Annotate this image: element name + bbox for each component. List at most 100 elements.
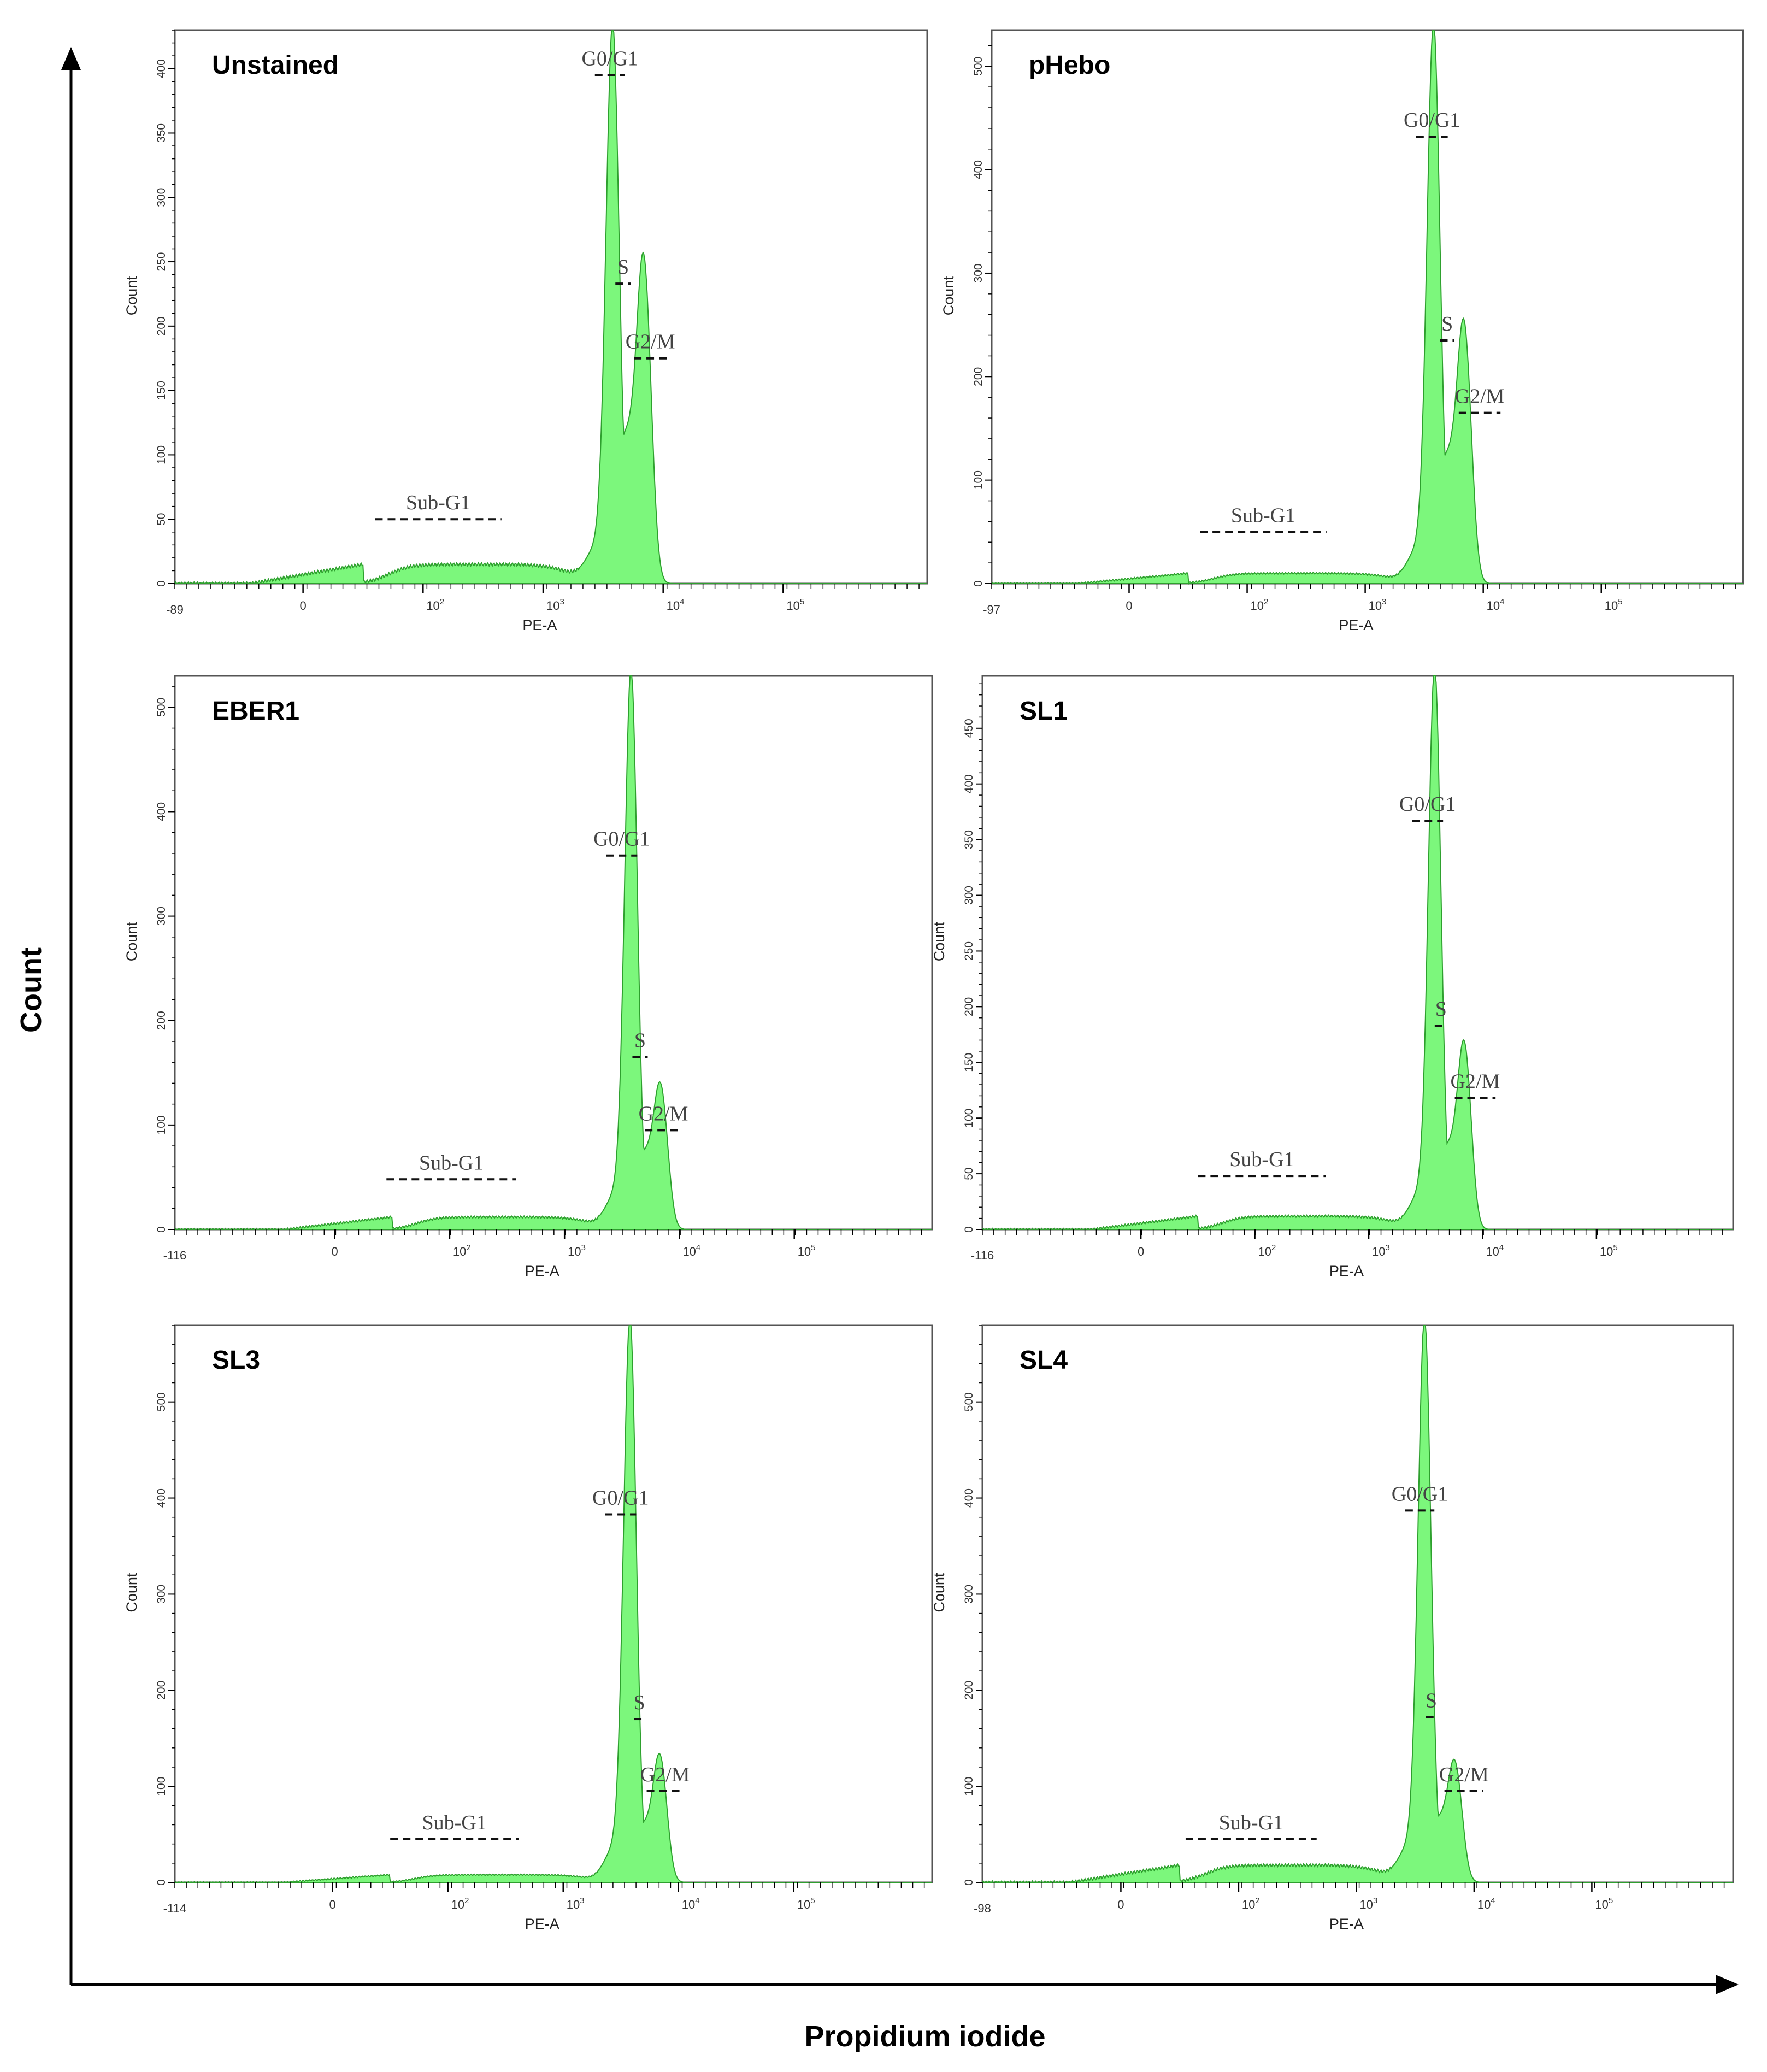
- y-tick-label: 250: [963, 941, 975, 961]
- x-tick-label: 105: [1595, 1896, 1613, 1911]
- panel-phebo: 0 100 200 300 400 500 Count 0 102 103 104 105 -97 PE-…: [940, 29, 1744, 633]
- gate-s: S: [1426, 1690, 1437, 1718]
- gate-g2-m: G2/M: [640, 1763, 690, 1792]
- gate-g2-m: G2/M: [1439, 1763, 1489, 1792]
- gate-g2-m: G2/M: [626, 331, 675, 360]
- gate-label: Sub-G1: [422, 1811, 486, 1834]
- x-tick-exponent: 3: [559, 597, 564, 607]
- gate-label: G0/G1: [1404, 109, 1460, 132]
- y-axis-title: Count: [940, 276, 957, 316]
- y-tick-label: 100: [972, 470, 985, 490]
- y-tick-label: 500: [155, 698, 168, 717]
- x-tick-exponent: 5: [1618, 597, 1622, 607]
- y-tick-label: 200: [155, 1011, 168, 1030]
- gate-sub-g1: Sub-G1: [386, 1151, 516, 1181]
- y-tick-label: 150: [155, 381, 168, 400]
- x-tick-exponent: 2: [464, 1896, 469, 1905]
- y-tick-label: 50: [963, 1167, 975, 1180]
- x-tick-label: 102: [1251, 597, 1269, 613]
- y-tick-label: 500: [155, 1392, 168, 1411]
- plot-frame: [174, 1324, 933, 1883]
- y-tick-label: 0: [155, 580, 168, 587]
- gate-s: S: [1434, 998, 1447, 1027]
- histogram-area: [173, 1325, 932, 1883]
- gate-g2-m: G2/M: [639, 1102, 688, 1132]
- x-tick-exponent: 4: [1499, 1243, 1504, 1252]
- gate-label: G0/G1: [593, 828, 650, 851]
- x-tick-exponent: 4: [1491, 1896, 1495, 1905]
- x-tick-exponent: 5: [810, 1896, 815, 1905]
- y-tick-label: 250: [155, 252, 168, 272]
- gate-label: G2/M: [1450, 1070, 1500, 1093]
- y-axis-title: Count: [931, 922, 947, 962]
- y-tick-label: 300: [155, 188, 168, 207]
- y-tick-label: 400: [963, 774, 975, 793]
- x-axis-title: PE-A: [522, 617, 557, 633]
- panel-title: pHebo: [1029, 51, 1110, 80]
- y-tick-label: 0: [963, 1879, 975, 1886]
- y-axis-title: Count: [931, 1573, 947, 1612]
- y-tick-label: 0: [963, 1226, 975, 1233]
- gate-label: S: [634, 1029, 646, 1052]
- y-tick-label: 150: [963, 1053, 975, 1072]
- x-tick-label: 105: [798, 1243, 816, 1258]
- x-tick-exponent: 2: [440, 597, 444, 607]
- x-min-label: -114: [163, 1902, 186, 1915]
- histogram-area: [174, 30, 927, 585]
- y-tick-label: 200: [155, 1681, 168, 1700]
- histogram-area: [981, 1325, 1733, 1883]
- x-tick-label: 103: [546, 597, 564, 613]
- x-axis-title: PE-A: [525, 1263, 559, 1279]
- panel-title: SL1: [1020, 697, 1068, 726]
- x-tick-exponent: 3: [581, 1243, 586, 1252]
- x-tick-label: 104: [682, 1243, 700, 1258]
- plot-frame: [981, 1324, 1734, 1883]
- y-tick-label: 400: [155, 802, 168, 821]
- x-tick-exponent: 2: [466, 1243, 470, 1252]
- gate-label: S: [1441, 313, 1453, 335]
- panel-sl4: 0 100 200 300 400 500 Count 0 102 103 104 105 -98 PE-…: [931, 1324, 1734, 1932]
- y-axis-label: Count: [15, 947, 48, 1033]
- gate-label: Sub-G1: [1231, 504, 1295, 527]
- gate-s: S: [633, 1691, 645, 1721]
- x-tick-label: 102: [426, 597, 444, 613]
- x-tick-exponent: 3: [580, 1896, 584, 1905]
- plot-frame: [981, 675, 1734, 1231]
- panel-title: Unstained: [212, 51, 339, 80]
- x-tick-label: 104: [1486, 1243, 1504, 1258]
- gate-label: G2/M: [1439, 1763, 1489, 1786]
- y-tick-label: 100: [963, 1777, 975, 1796]
- x-arrowhead: [1716, 1975, 1739, 1994]
- gate-g0-g1: G0/G1: [581, 47, 638, 76]
- plot-frame: [174, 29, 928, 585]
- y-tick-label: 0: [155, 1879, 168, 1886]
- x-min-label: -116: [971, 1249, 994, 1262]
- panel-title: SL3: [212, 1346, 260, 1375]
- y-tick-label: 450: [963, 719, 975, 738]
- x-tick-label: 104: [1487, 597, 1505, 613]
- y-tick-label: 100: [155, 445, 168, 464]
- x-tick-label: 103: [567, 1896, 585, 1911]
- y-tick-label: 300: [963, 1585, 975, 1604]
- gate-label: Sub-G1: [419, 1151, 484, 1174]
- x-axis-label: Propidium iodide: [805, 2020, 1046, 2053]
- y-tick-label: 200: [972, 367, 985, 386]
- gate-s: S: [1440, 313, 1454, 342]
- x-tick-exponent: 3: [1382, 597, 1386, 607]
- x-tick-exponent: 2: [1271, 1243, 1276, 1252]
- panel-sl3: 0 100 200 300 400 500 Count 0 102 103 104 105 -114 PE…: [123, 1324, 933, 1932]
- x-tick-label: 103: [1369, 597, 1387, 613]
- gate-label: Sub-G1: [406, 491, 470, 514]
- y-tick-label: 50: [155, 513, 168, 526]
- x-tick-label: 103: [1372, 1243, 1390, 1258]
- x-tick-exponent: 2: [1264, 597, 1268, 607]
- y-tick-label: 400: [972, 160, 985, 179]
- x-tick-exponent: 4: [695, 1896, 699, 1905]
- x-tick-label: 105: [786, 597, 804, 613]
- gate-label: G2/M: [639, 1102, 688, 1125]
- gate-label: S: [617, 256, 629, 279]
- x-tick-label: 0: [329, 1898, 336, 1911]
- y-tick-label: 500: [963, 1392, 975, 1411]
- gate-sub-g1: Sub-G1: [1185, 1811, 1317, 1840]
